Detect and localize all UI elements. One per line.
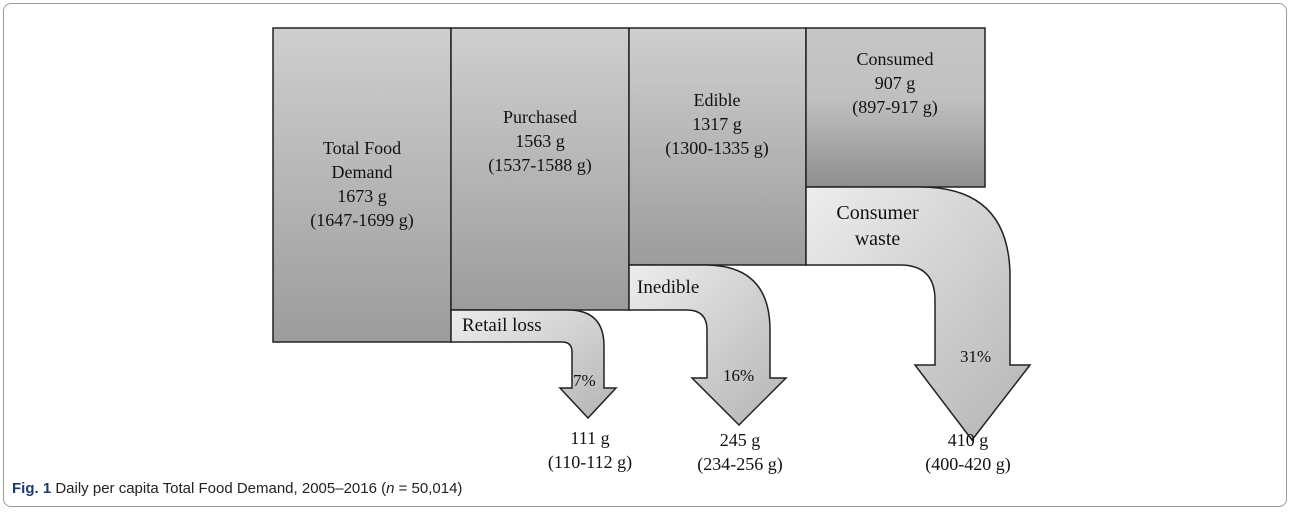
- stage-text: Purchased 1563 g (1537-1588 g): [465, 105, 615, 177]
- stage-text: Edible 1317 g (1300-1335 g): [642, 88, 792, 160]
- stage-block: [450, 27, 630, 311]
- stage-block: [805, 27, 986, 188]
- stage-text: Consumed 907 g (897-917 g): [820, 47, 970, 119]
- caption: Fig. 1 Daily per capita Total Food Deman…: [12, 480, 462, 497]
- caption-text: Daily per capita Total Food Demand, 2005…: [55, 480, 387, 497]
- loss-amount: 245 g: [719, 430, 761, 450]
- stage-range: (1300-1335 g): [665, 138, 769, 158]
- figure-number: Fig. 1: [12, 480, 52, 497]
- loss-text: 111 g (110-112 g): [530, 426, 650, 474]
- loss-arrow: [450, 309, 618, 420]
- loss-amount: 410 g: [947, 430, 989, 450]
- stage-amount: 1317 g: [692, 114, 742, 134]
- stage-amount: 1563 g: [515, 131, 565, 151]
- stage-label: Total Food Demand: [322, 138, 402, 182]
- loss-arrow: [628, 264, 788, 427]
- loss-label: Consumer waste: [836, 202, 919, 250]
- stage-label: Consumed: [856, 49, 934, 69]
- loss-range: (400-420 g): [925, 454, 1011, 474]
- stage-text: Total Food Demand 1673 g (1647-1699 g): [297, 136, 427, 232]
- loss-label: Retail loss: [462, 315, 542, 336]
- loss-label: Inedible: [637, 277, 700, 298]
- loss-percent: 7%: [573, 371, 596, 390]
- stage-label: Purchased: [503, 107, 577, 127]
- loss-text: 410 g (400-420 g): [908, 428, 1028, 476]
- stage-range: (1647-1699 g): [310, 210, 414, 230]
- caption-n: n: [386, 480, 395, 497]
- figure-frame: [3, 3, 1287, 507]
- loss-amount: 111 g: [570, 428, 610, 448]
- loss-range: (234-256 g): [697, 454, 783, 474]
- loss-text: 245 g (234-256 g): [680, 428, 800, 476]
- stage-block: [272, 27, 452, 343]
- stage-amount: 907 g: [874, 73, 916, 93]
- loss-percent: 31%: [960, 347, 992, 366]
- loss-range: (110-112 g): [547, 452, 633, 472]
- loss-arrow: [805, 186, 1032, 442]
- stage-block: [628, 27, 807, 266]
- stage-amount: 1673 g: [337, 186, 387, 206]
- loss-percent: 16%: [723, 366, 755, 385]
- stage-range: (897-917 g): [852, 97, 938, 117]
- stage-label: Edible: [693, 90, 741, 110]
- caption-text: = 50,014): [394, 480, 463, 497]
- stage-range: (1537-1588 g): [488, 155, 592, 175]
